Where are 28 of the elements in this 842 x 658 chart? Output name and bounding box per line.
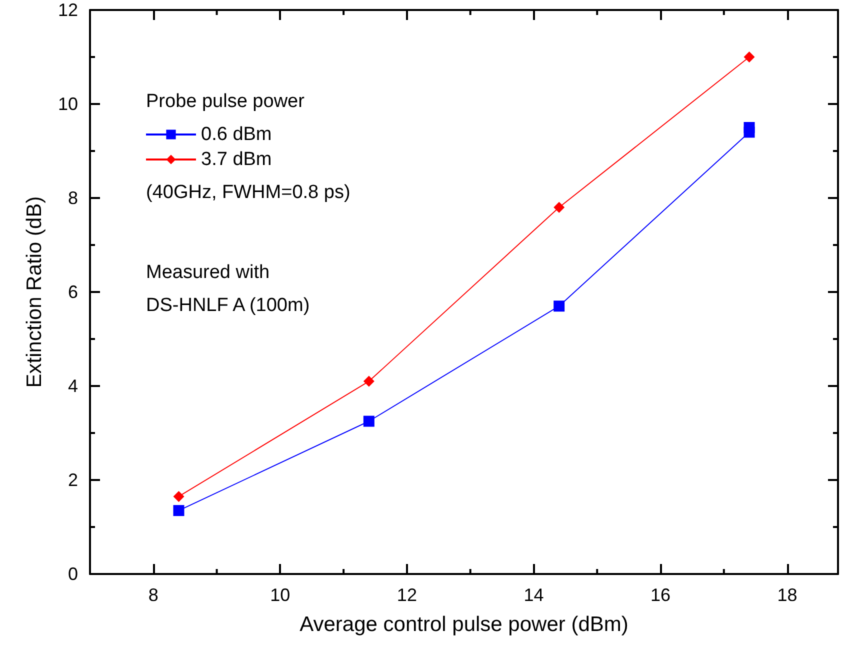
x-tick-label: 14 (524, 585, 544, 605)
y-tick-label: 10 (58, 94, 78, 114)
x-tick-label: 16 (650, 585, 671, 605)
point (554, 300, 565, 312)
y-tick-label: 12 (58, 0, 78, 20)
point (744, 52, 755, 62)
x-tick-label: 10 (270, 585, 290, 605)
y-axis-title: Extinction Ratio (dB) (23, 196, 46, 388)
point (173, 505, 184, 516)
x-axis-title: Average control pulse power (dBm) (300, 613, 628, 636)
point (363, 416, 374, 427)
x-tick-label: 12 (396, 585, 417, 605)
legend-label: 3.7 dBm (201, 149, 272, 170)
point (554, 202, 565, 213)
x-tick-label: 8 (148, 585, 158, 605)
annotation: (40GHz, FWHM=0.8 ps) (146, 182, 350, 203)
annotation: Measured with DS-HNLF A (100m) (146, 262, 310, 316)
legend-label: 0.6 dBm (201, 124, 272, 145)
x-tick-label: 18 (777, 585, 798, 605)
y-tick-label: 8 (68, 188, 78, 208)
point (363, 376, 374, 387)
point (173, 490, 184, 502)
point (744, 122, 755, 133)
y-tick-label: 2 (68, 470, 78, 490)
y-tick-label: 4 (68, 376, 78, 396)
legend-title: Probe pulse power (146, 91, 306, 112)
y-tick-label: 0 (68, 564, 78, 584)
y-tick-label: 6 (68, 282, 78, 302)
